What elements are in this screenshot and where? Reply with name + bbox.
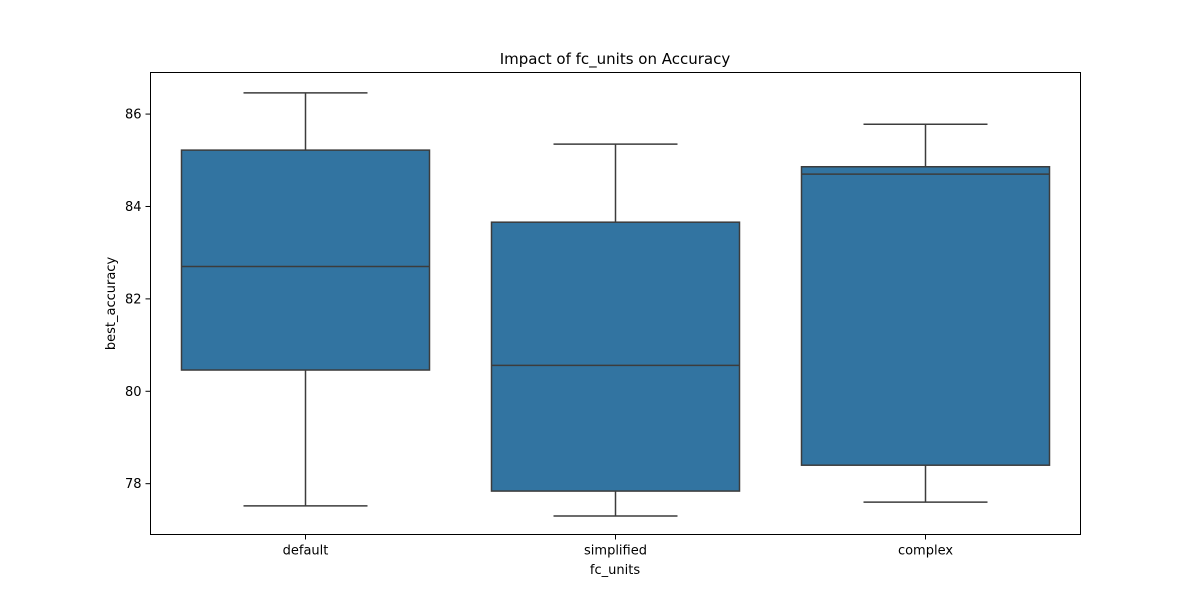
- x-tick-label-simplified: simplified: [584, 544, 647, 559]
- y-axis-label: best_accuracy: [104, 257, 119, 351]
- box-default: [180, 92, 431, 507]
- iqr-box: [180, 149, 431, 371]
- box-complex: [800, 123, 1051, 503]
- boxes-layer: [180, 92, 1051, 517]
- y-tick-label: 86: [125, 108, 142, 123]
- iqr-box: [800, 165, 1051, 466]
- y-tick-label: 82: [125, 292, 142, 307]
- x-tick-label-default: default: [283, 544, 329, 559]
- y-tick-label: 84: [125, 200, 142, 215]
- x-axis-label: fc_units: [590, 563, 640, 578]
- box-simplified: [490, 143, 741, 517]
- iqr-box: [490, 221, 741, 492]
- y-tick-label: 78: [125, 477, 142, 492]
- chart-title: Impact of fc_units on Accuracy: [500, 50, 731, 69]
- x-tick-label-complex: complex: [898, 544, 953, 559]
- x-axis: default simplified complex: [283, 534, 953, 559]
- y-tick-label: 80: [125, 385, 142, 400]
- y-axis: 78 80 82 84 86: [125, 108, 151, 492]
